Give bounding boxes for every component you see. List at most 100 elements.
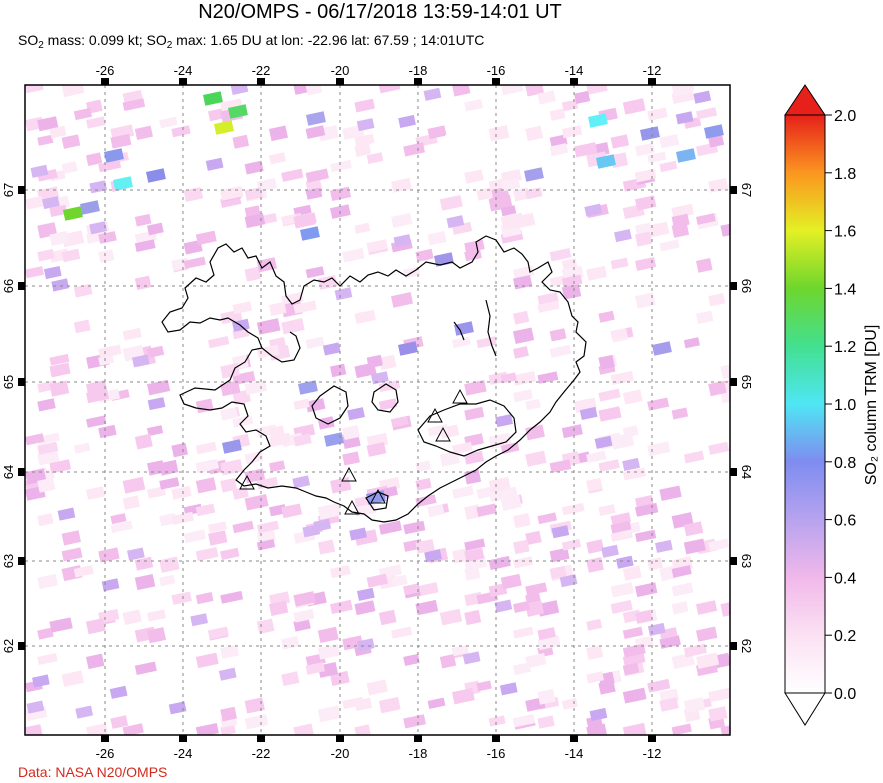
so2-pixel-high [214,120,234,135]
longitude-labels-top: -26 -24 -22 -20 -18 -16 -14 -12 [96,63,661,85]
so2-pixel [488,125,510,142]
so2-pixel [488,476,511,493]
so2-pixel [349,527,367,541]
so2-pixel [378,520,402,535]
so2-pixel [635,231,653,247]
colorbar-tick-label: 0.0 [834,686,856,703]
so2-pixel [208,530,228,546]
so2-pixel [708,178,729,193]
so2-pixel [354,133,375,147]
so2-pixel [244,379,268,396]
so2-pixel [25,724,43,735]
so2-pixel [464,169,484,184]
so2-pixel [464,98,484,112]
so2-pixel [109,685,128,699]
so2-pixel [561,424,583,439]
so2-pixel [190,613,209,627]
so2-pixel [671,565,692,578]
so2-pixel [610,257,629,270]
colorbar-label: SO₂ column TRM [DU] [863,325,880,486]
so2-pixel [293,591,316,607]
so2-pixel [49,380,70,397]
so2-pixel [500,372,517,384]
so2-pixel [195,722,219,735]
so2-pixel [476,503,497,517]
so2-pixel [537,627,556,641]
so2-pixel [415,477,432,491]
so2-pixel [615,555,634,569]
so2-pixel [195,477,217,494]
so2-pixel [317,626,339,644]
lon-tick-bottom [179,735,187,742]
so2-pixel [232,301,253,315]
so2-pixel [683,521,704,537]
so2-pixel [146,222,164,236]
so2-pixel [488,583,508,598]
lon-tick-bottom [101,735,109,742]
so2-pixel-high [366,490,386,505]
so2-pixel [598,354,615,370]
lon-label-bottom: -14 [565,746,584,761]
so2-pixel [61,134,81,149]
so2-pixel [61,530,81,546]
so2-pixel [549,459,572,474]
so2-pixel [317,643,341,660]
so2-pixel [122,476,146,494]
so2-pixel [49,204,68,218]
so2-pixel [549,275,566,287]
so2-pixel-high [596,154,616,169]
so2-pixel [513,310,530,325]
so2-pixel-layer [25,85,730,735]
so2-pixel-high [454,321,474,336]
so2-pixel [452,336,471,349]
so2-pixel [439,195,463,211]
so2-pixel [32,674,50,688]
lat-tick-left [18,642,25,650]
so2-pixel [43,265,62,280]
so2-pixel [269,600,289,617]
latitude-labels-left: 67 66 65 64 63 62 [1,183,25,653]
so2-pixel [586,671,604,684]
so2-pixel [134,213,152,227]
so2-pixel [354,98,375,113]
so2-pixel [317,539,336,555]
so2-pixel [37,627,54,640]
so2-pixel [256,177,277,192]
triangle-icon [427,407,443,423]
so2-pixel [452,645,469,657]
so2-pixel [356,587,375,601]
so2-pixel [366,679,388,696]
so2-pixel [635,529,657,543]
lat-tick-right [730,468,737,476]
so2-pixel [51,278,70,292]
so2-pixel-high [112,176,133,191]
colorbar-tick-label: 1.4 [834,281,856,298]
so2-pixel [671,652,695,670]
so2-pixel [98,608,120,624]
so2-pixel [513,539,530,555]
so2-pixel [302,524,321,538]
so2-pixel [610,582,634,598]
so2-pixel [220,590,244,604]
so2-pixel [586,618,603,631]
so2-pixel [635,142,655,157]
lat-label-left: 62 [1,639,16,653]
so2-pixel [622,565,642,581]
so2-pixel [424,549,442,563]
so2-pixel [220,380,241,397]
so2-pixel [579,406,598,421]
colorbar-min-triangle [784,692,826,726]
so2-pixel [512,714,536,728]
so2-pixel [512,626,534,639]
subtitle-part-1: SO [18,32,39,48]
so2-pixel [695,107,717,120]
so2-pixel [269,125,288,142]
so2-pixel [488,715,506,727]
so2-pixel [446,215,465,229]
so2-pixel [635,256,657,271]
so2-pixel [415,494,437,507]
so2-pixel [86,653,105,670]
so2-pixel [244,266,261,282]
colorbar-ticks: 0.0 0.2 0.4 0.6 0.8 1.0 1.2 1.4 1.6 1.8 2.0 [825,108,856,703]
so2-pixel [598,406,622,422]
